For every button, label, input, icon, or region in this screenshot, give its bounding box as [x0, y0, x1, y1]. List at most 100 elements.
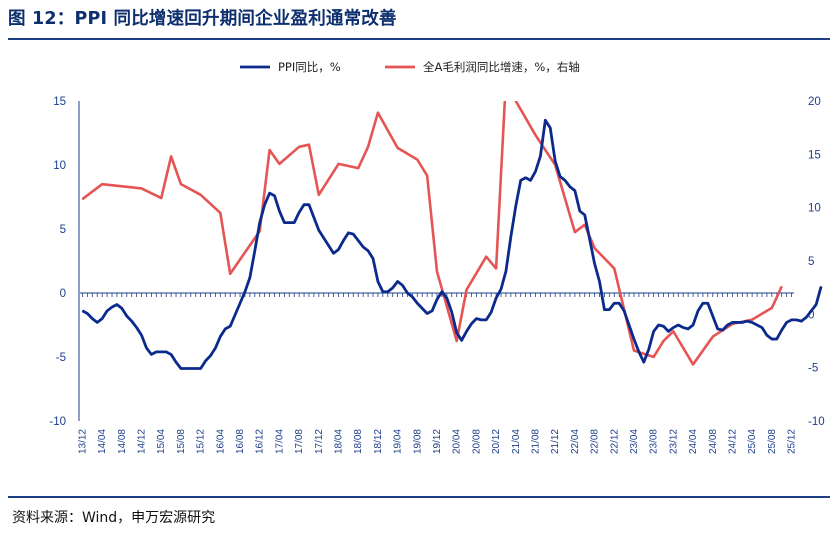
point-ppi — [283, 222, 285, 224]
point-ppi — [264, 204, 266, 206]
point-ppi — [234, 314, 236, 316]
point-ppi — [190, 367, 192, 370]
point-ppi — [96, 321, 98, 324]
point-ppi — [219, 335, 221, 338]
point-ppi — [741, 321, 743, 324]
x-tick-label: 25/12 — [787, 429, 798, 454]
point-ppi — [613, 302, 615, 304]
point-ppi — [544, 119, 546, 121]
point-ppi — [712, 315, 714, 317]
x-tick-label: 16/04 — [215, 429, 226, 454]
point-profit — [268, 149, 271, 151]
point-ppi — [352, 233, 354, 235]
x-tick-label: 14/12 — [137, 429, 148, 454]
x-tick-label: 15/08 — [176, 429, 187, 454]
point-ppi — [308, 204, 310, 206]
point-profit — [298, 146, 300, 148]
x-tick-label: 22/04 — [570, 429, 581, 454]
point-profit — [180, 183, 182, 185]
point-ppi — [574, 190, 576, 192]
x-tick-label: 24/08 — [708, 429, 719, 454]
x-tick-label: 18/04 — [334, 429, 345, 454]
point-ppi — [726, 324, 729, 326]
point-ppi — [268, 192, 271, 194]
point-ppi — [667, 330, 670, 332]
x-tick-label: 16/12 — [255, 429, 266, 454]
y-tick-left: 5 — [60, 224, 66, 236]
point-profit — [662, 340, 665, 342]
point-ppi — [337, 248, 340, 251]
point-ppi — [702, 302, 704, 304]
point-ppi — [657, 324, 660, 326]
y-tick-left: 15 — [53, 96, 66, 108]
point-ppi — [441, 291, 443, 293]
point-ppi — [303, 204, 305, 206]
point-ppi — [362, 246, 364, 248]
point-ppi — [259, 222, 261, 224]
point-ppi — [805, 316, 807, 318]
point-ppi — [520, 179, 522, 181]
x-tick-label: 20/08 — [471, 429, 482, 454]
point-profit — [278, 163, 281, 165]
point-ppi — [106, 310, 108, 312]
legend-label-ppi: PPI同比，% — [278, 60, 341, 74]
point-ppi — [677, 324, 679, 326]
point-ppi — [510, 236, 512, 238]
point-ppi — [401, 284, 404, 286]
point-ppi — [736, 321, 738, 324]
point-ppi — [505, 270, 507, 272]
x-tick-label: 18/12 — [373, 429, 384, 454]
legend-label-profit: 全A毛利润同比增速，%，右轴 — [423, 60, 580, 74]
point-profit — [337, 163, 340, 165]
x-axis: 13/12 14/04 14/08 14/12 15/04 15/08 15/12 16/04… — [77, 292, 798, 454]
point-ppi — [140, 334, 143, 336]
point-ppi — [633, 338, 635, 340]
point-profit — [781, 285, 783, 288]
y-tick-right: 15 — [808, 149, 821, 161]
point-ppi — [490, 311, 492, 313]
x-tick-label: 15/04 — [156, 429, 167, 454]
x-tick-label: 15/12 — [196, 429, 207, 454]
point-ppi — [495, 297, 497, 299]
point-ppi — [91, 318, 93, 320]
y-tick-right: 5 — [808, 256, 814, 268]
point-ppi — [731, 321, 734, 324]
series-line-ppi — [81, 118, 823, 370]
point-ppi — [175, 361, 177, 363]
point-profit — [219, 212, 221, 214]
point-ppi — [200, 367, 202, 370]
point-ppi — [332, 252, 335, 254]
point-ppi — [638, 351, 640, 353]
point-ppi — [357, 239, 359, 242]
point-profit — [653, 356, 655, 358]
point-profit — [771, 307, 773, 309]
point-ppi — [116, 303, 118, 306]
point-profit — [200, 194, 202, 196]
point-ppi — [579, 210, 581, 212]
point-ppi — [810, 310, 812, 312]
point-profit — [81, 198, 84, 200]
point-ppi — [145, 347, 148, 349]
point-ppi — [682, 326, 684, 329]
point-ppi — [598, 280, 601, 283]
point-ppi — [687, 328, 689, 330]
x-tick-label: 25/08 — [767, 429, 778, 454]
point-ppi — [692, 324, 694, 326]
x-tick-label: 20/04 — [452, 429, 463, 454]
point-ppi — [342, 239, 345, 242]
point-ppi — [697, 310, 699, 312]
y-tick-left: 10 — [53, 160, 66, 172]
point-ppi — [559, 175, 561, 178]
point-ppi — [170, 353, 172, 356]
point-ppi — [672, 326, 674, 329]
point-ppi — [751, 321, 753, 324]
point-ppi — [382, 291, 384, 293]
x-tick-label: 19/12 — [432, 429, 443, 454]
point-ppi — [795, 319, 798, 321]
point-ppi — [766, 334, 768, 336]
point-ppi — [534, 170, 537, 172]
point-ppi — [800, 320, 802, 322]
point-profit — [121, 185, 123, 187]
point-ppi — [101, 318, 103, 320]
y-tick-right: -5 — [808, 363, 818, 375]
